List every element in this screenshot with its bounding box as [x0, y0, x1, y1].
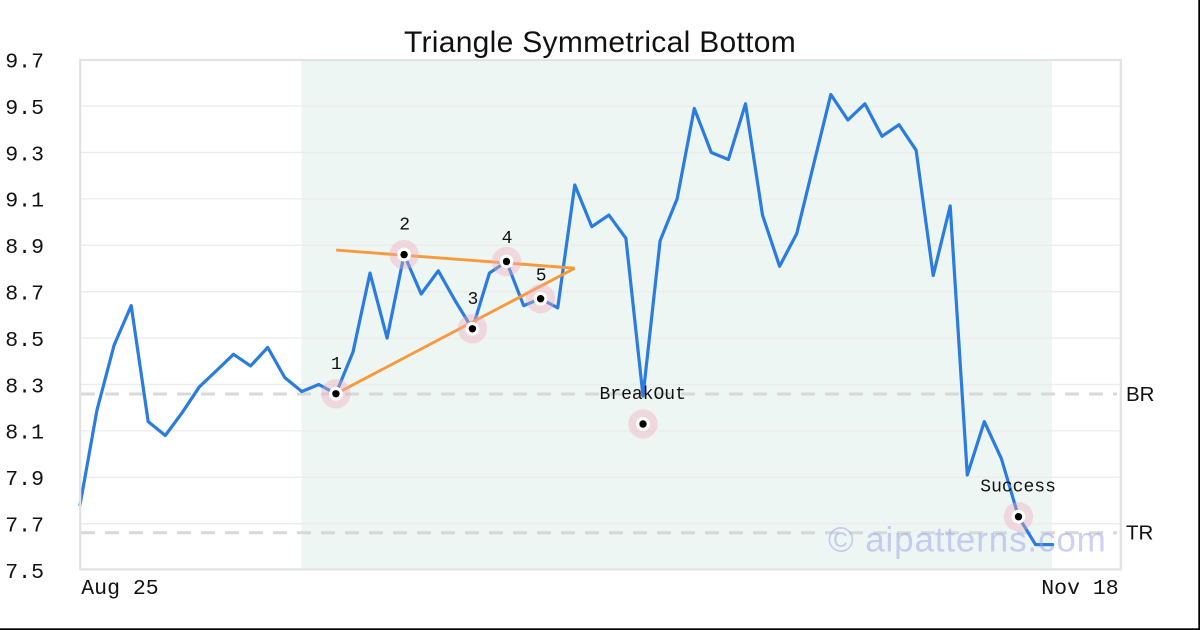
svg-text:8.5: 8.5	[5, 329, 44, 353]
svg-text:Success: Success	[980, 478, 1056, 498]
svg-text:Triangle Symmetrical Bottom: Triangle Symmetrical Bottom	[404, 26, 796, 59]
svg-text:Aug 25: Aug 25	[81, 577, 158, 601]
svg-text:3: 3	[467, 290, 478, 310]
svg-text:7.7: 7.7	[5, 515, 44, 539]
svg-text:BreakOut: BreakOut	[599, 385, 685, 405]
svg-text:© aipatterns.com: © aipatterns.com	[828, 521, 1107, 560]
svg-text:TR: TR	[1126, 522, 1153, 545]
svg-text:9.5: 9.5	[5, 97, 44, 121]
svg-text:7.9: 7.9	[5, 468, 44, 492]
svg-text:5: 5	[536, 267, 547, 287]
svg-text:8.3: 8.3	[5, 375, 44, 399]
svg-text:9.7: 9.7	[5, 51, 44, 75]
svg-text:4: 4	[502, 229, 513, 249]
svg-text:8.7: 8.7	[5, 283, 44, 307]
svg-text:8.1: 8.1	[5, 422, 44, 446]
svg-text:BR: BR	[1126, 383, 1154, 406]
svg-text:1: 1	[331, 355, 342, 375]
svg-text:9.3: 9.3	[5, 143, 44, 167]
svg-text:9.1: 9.1	[5, 190, 44, 214]
svg-text:8.9: 8.9	[5, 236, 44, 260]
svg-text:2: 2	[399, 216, 410, 236]
svg-text:7.5: 7.5	[5, 561, 44, 585]
svg-text:Nov 18: Nov 18	[1041, 577, 1118, 601]
